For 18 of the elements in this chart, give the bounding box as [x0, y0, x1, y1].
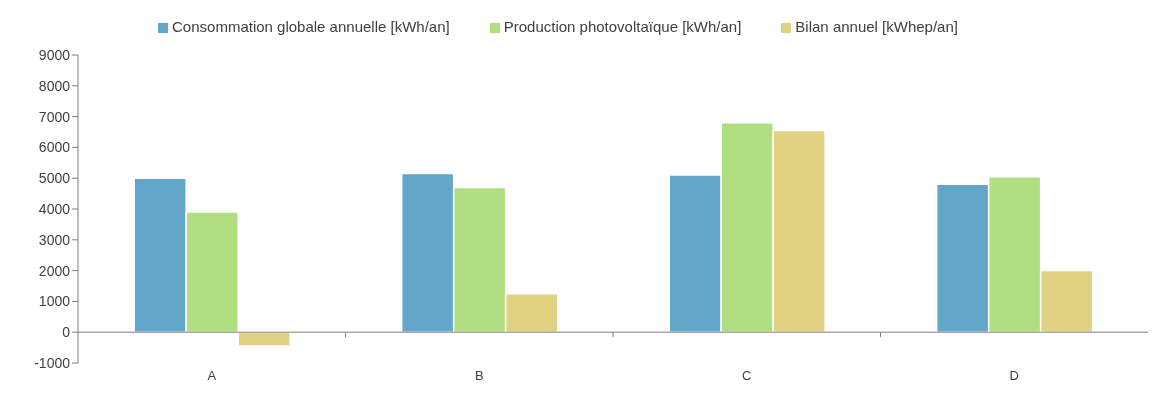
legend-label: Consommation globale annuelle [kWh/an] — [172, 18, 450, 35]
y-tick-label: 7000 — [38, 108, 71, 125]
x-tick-label: C — [742, 368, 752, 384]
x-tick-label: B — [474, 368, 484, 384]
y-tick-label: 4000 — [38, 200, 71, 217]
legend-label: Bilan annuel [kWhep/an] — [795, 18, 958, 35]
y-tick-label: 9000 — [38, 46, 71, 63]
y-tick-label: 5000 — [38, 170, 71, 187]
y-tick-label: -1000 — [34, 354, 71, 371]
legend-label: Production photovoltaïque [kWh/an] — [503, 18, 742, 35]
x-tick-label: A — [207, 368, 217, 384]
y-tick-label: 1000 — [38, 293, 71, 310]
y-tick-label: 3000 — [38, 231, 71, 248]
y-tick-label: 6000 — [38, 139, 71, 156]
y-tick-label: 8000 — [38, 77, 71, 94]
y-tick-label: 2000 — [38, 262, 71, 279]
y-tick-label: 0 — [62, 324, 71, 341]
x-tick-label: D — [1009, 368, 1019, 384]
